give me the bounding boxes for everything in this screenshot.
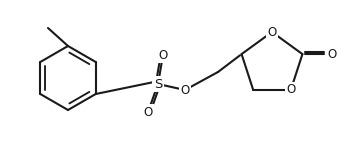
Text: O: O bbox=[267, 25, 277, 39]
Text: O: O bbox=[328, 48, 337, 61]
Text: S: S bbox=[154, 77, 162, 91]
Text: O: O bbox=[180, 84, 190, 96]
Text: O: O bbox=[158, 48, 168, 61]
Text: O: O bbox=[143, 105, 153, 119]
Text: O: O bbox=[286, 83, 295, 96]
